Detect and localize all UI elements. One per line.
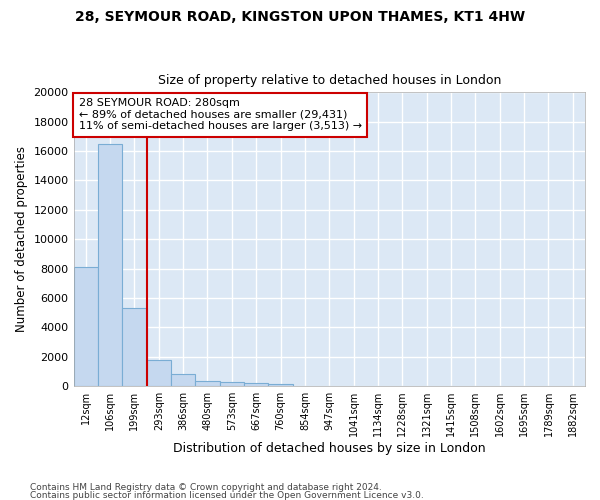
Bar [220,382,244,386]
Title: Size of property relative to detached houses in London: Size of property relative to detached ho… [158,74,501,87]
X-axis label: Distribution of detached houses by size in London: Distribution of detached houses by size … [173,442,485,455]
Bar [171,374,196,386]
Y-axis label: Number of detached properties: Number of detached properties [15,146,28,332]
Bar [74,267,98,386]
Text: 28 SEYMOUR ROAD: 280sqm
← 89% of detached houses are smaller (29,431)
11% of sem: 28 SEYMOUR ROAD: 280sqm ← 89% of detache… [79,98,362,132]
Text: Contains HM Land Registry data © Crown copyright and database right 2024.: Contains HM Land Registry data © Crown c… [30,484,382,492]
Text: 28, SEYMOUR ROAD, KINGSTON UPON THAMES, KT1 4HW: 28, SEYMOUR ROAD, KINGSTON UPON THAMES, … [75,10,525,24]
Bar [122,308,146,386]
Bar [98,144,122,386]
Bar [244,383,268,386]
Bar [196,381,220,386]
Bar [146,360,171,386]
Bar [268,384,293,386]
Text: Contains public sector information licensed under the Open Government Licence v3: Contains public sector information licen… [30,490,424,500]
